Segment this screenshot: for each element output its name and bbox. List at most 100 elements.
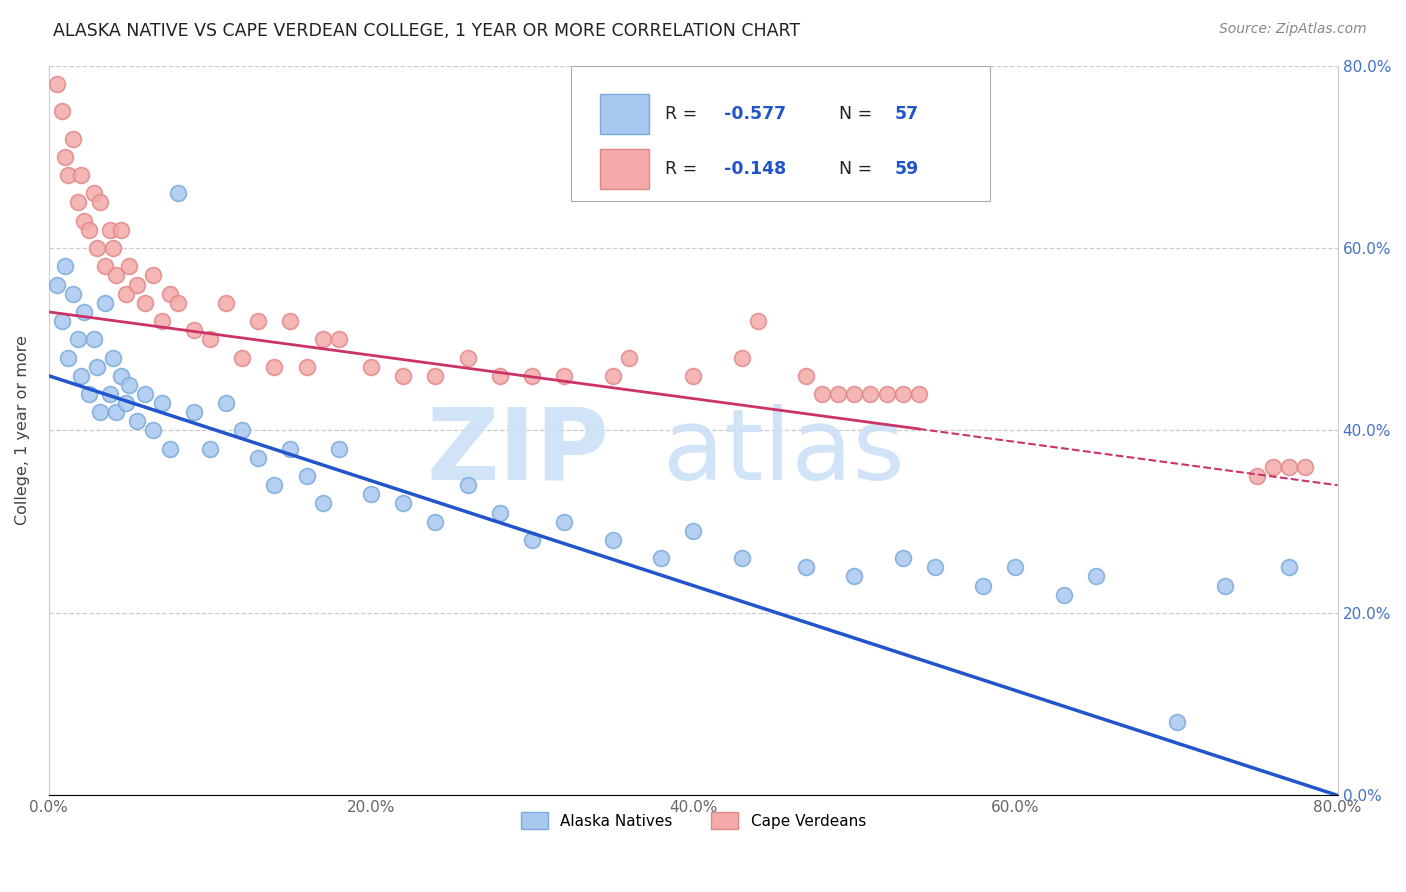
Text: N =: N = <box>839 160 877 178</box>
Point <box>247 450 270 465</box>
Point <box>105 405 128 419</box>
Point <box>115 286 138 301</box>
Point <box>134 387 156 401</box>
Point <box>247 314 270 328</box>
Point <box>1213 578 1236 592</box>
Text: 57: 57 <box>894 105 918 123</box>
Bar <box>600 149 650 189</box>
Point <box>183 323 205 337</box>
Point <box>844 387 866 401</box>
FancyBboxPatch shape <box>571 66 990 201</box>
Legend: Alaska Natives, Cape Verdeans: Alaska Natives, Cape Verdeans <box>515 806 872 835</box>
Point <box>118 260 141 274</box>
Text: Source: ZipAtlas.com: Source: ZipAtlas.com <box>1219 22 1367 37</box>
Point <box>110 223 132 237</box>
Point <box>215 396 238 410</box>
Point <box>77 387 100 401</box>
Point <box>127 277 149 292</box>
Point <box>1084 569 1107 583</box>
Point <box>602 368 624 383</box>
Point <box>150 396 173 410</box>
Point <box>650 551 672 566</box>
Point <box>56 351 79 365</box>
Point <box>827 387 849 401</box>
Point <box>360 487 382 501</box>
Point <box>198 442 221 456</box>
Point <box>45 277 67 292</box>
Point <box>86 241 108 255</box>
Point <box>1053 588 1076 602</box>
Point <box>295 469 318 483</box>
Point <box>280 442 302 456</box>
Point <box>53 260 76 274</box>
Text: atlas: atlas <box>662 404 904 501</box>
Point <box>134 295 156 310</box>
Point <box>794 368 817 383</box>
Point <box>53 150 76 164</box>
Text: -0.148: -0.148 <box>724 160 786 178</box>
Point <box>115 396 138 410</box>
Point <box>118 377 141 392</box>
Point <box>51 314 73 328</box>
Point <box>105 268 128 283</box>
Point <box>859 387 882 401</box>
Text: 59: 59 <box>894 160 918 178</box>
Text: N =: N = <box>839 105 877 123</box>
Point <box>166 295 188 310</box>
Point <box>56 168 79 182</box>
Point <box>1294 460 1316 475</box>
Point <box>457 478 479 492</box>
Point <box>70 168 93 182</box>
Point <box>457 351 479 365</box>
Point <box>682 368 704 383</box>
Point <box>811 387 834 401</box>
Point <box>142 268 165 283</box>
Point <box>103 241 125 255</box>
Point <box>747 314 769 328</box>
Point <box>77 223 100 237</box>
Point <box>94 295 117 310</box>
Point <box>602 533 624 547</box>
Point <box>94 260 117 274</box>
Point <box>62 131 84 145</box>
Point <box>553 515 575 529</box>
Text: ALASKA NATIVE VS CAPE VERDEAN COLLEGE, 1 YEAR OR MORE CORRELATION CHART: ALASKA NATIVE VS CAPE VERDEAN COLLEGE, 1… <box>53 22 800 40</box>
Point <box>425 368 447 383</box>
Point <box>127 414 149 428</box>
Point <box>1278 560 1301 574</box>
Text: ZIP: ZIP <box>426 404 609 501</box>
Point <box>66 332 89 346</box>
Point <box>73 213 96 227</box>
Point <box>86 359 108 374</box>
Point <box>62 286 84 301</box>
Point <box>794 560 817 574</box>
Point <box>1263 460 1285 475</box>
Point <box>360 359 382 374</box>
Point <box>66 195 89 210</box>
Point <box>215 295 238 310</box>
Point <box>150 314 173 328</box>
Point <box>392 496 415 510</box>
Point <box>520 533 543 547</box>
Point <box>425 515 447 529</box>
Point <box>520 368 543 383</box>
Point <box>166 186 188 201</box>
Point <box>263 478 285 492</box>
Point <box>83 332 105 346</box>
Point <box>1246 469 1268 483</box>
Point <box>103 351 125 365</box>
Point <box>110 368 132 383</box>
Point <box>231 351 253 365</box>
Text: R =: R = <box>665 160 703 178</box>
Text: -0.577: -0.577 <box>724 105 786 123</box>
Point <box>198 332 221 346</box>
Point <box>489 368 512 383</box>
Point <box>73 305 96 319</box>
Point <box>159 286 181 301</box>
Point <box>1166 715 1188 730</box>
Point <box>311 496 333 510</box>
Text: R =: R = <box>665 105 703 123</box>
Point <box>98 223 121 237</box>
Bar <box>600 94 650 134</box>
Point <box>844 569 866 583</box>
